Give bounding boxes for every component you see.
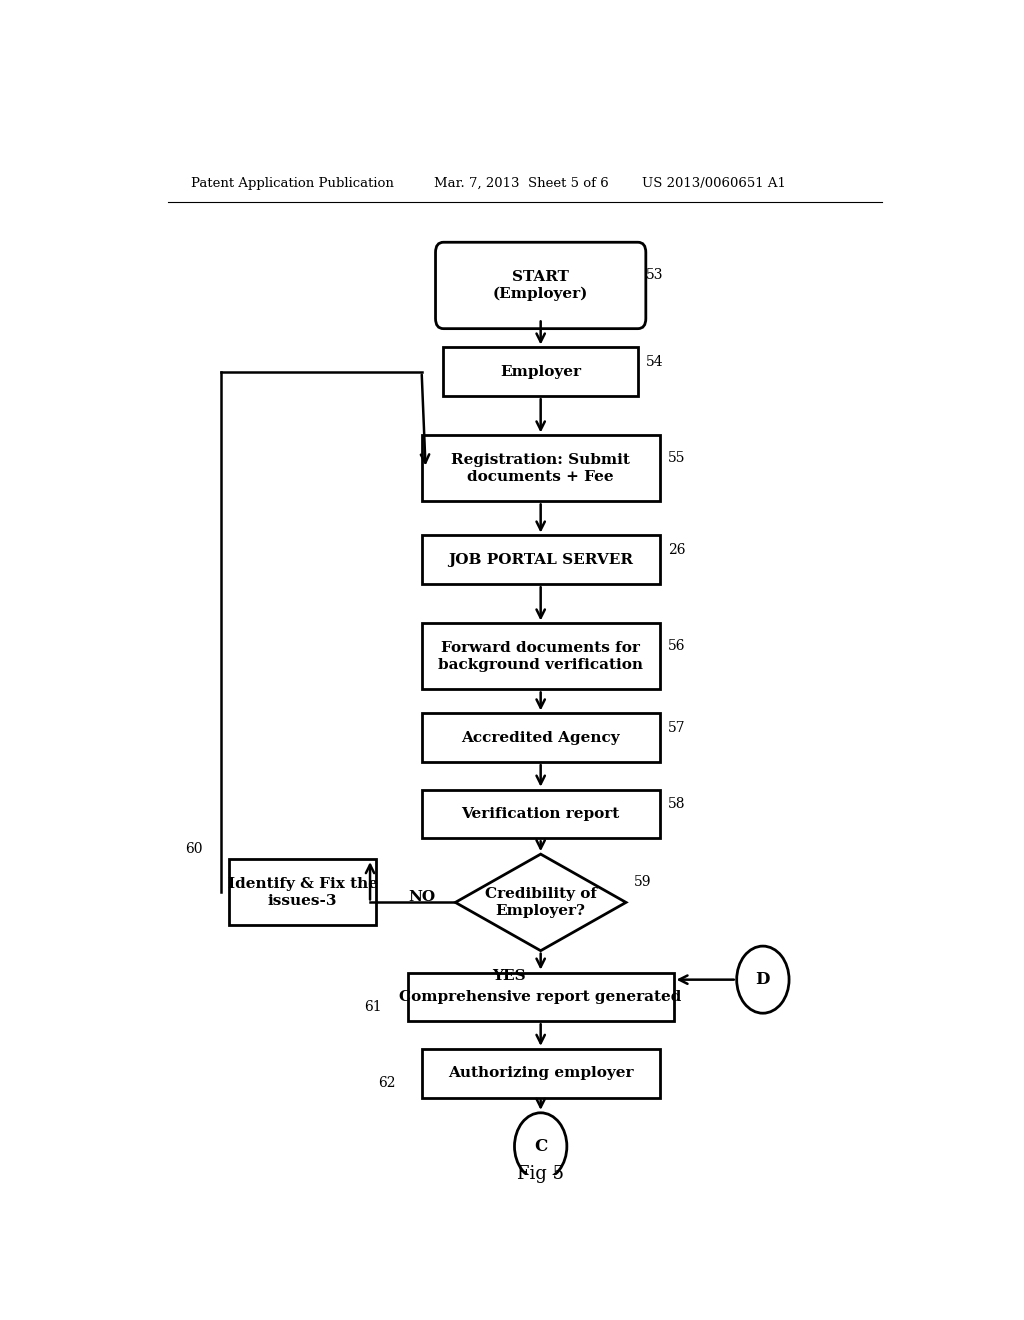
Text: Employer: Employer bbox=[500, 364, 582, 379]
Text: 56: 56 bbox=[668, 639, 685, 653]
Text: Mar. 7, 2013  Sheet 5 of 6: Mar. 7, 2013 Sheet 5 of 6 bbox=[433, 177, 608, 190]
Text: 54: 54 bbox=[646, 355, 664, 368]
Polygon shape bbox=[456, 854, 626, 950]
Text: Comprehensive report generated: Comprehensive report generated bbox=[399, 990, 682, 1005]
Text: 26: 26 bbox=[668, 543, 685, 557]
Text: 57: 57 bbox=[668, 721, 685, 735]
Bar bbox=[229, 859, 376, 925]
Circle shape bbox=[736, 946, 790, 1014]
Text: Forward documents for
background verification: Forward documents for background verific… bbox=[438, 640, 643, 672]
Bar bbox=[422, 789, 659, 838]
Bar bbox=[408, 973, 674, 1022]
Text: Accredited Agency: Accredited Agency bbox=[462, 731, 620, 744]
Bar bbox=[422, 436, 659, 502]
Text: 61: 61 bbox=[365, 1001, 382, 1014]
Text: JOB PORTAL SERVER: JOB PORTAL SERVER bbox=[449, 553, 633, 566]
Text: 59: 59 bbox=[634, 875, 651, 890]
Text: 53: 53 bbox=[646, 268, 664, 282]
Text: 55: 55 bbox=[668, 451, 685, 465]
Text: Authorizing employer: Authorizing employer bbox=[447, 1067, 634, 1080]
Text: D: D bbox=[756, 972, 770, 989]
FancyBboxPatch shape bbox=[435, 243, 646, 329]
Circle shape bbox=[514, 1113, 567, 1180]
Text: NO: NO bbox=[409, 890, 435, 904]
Text: 58: 58 bbox=[668, 797, 685, 810]
Text: START
(Employer): START (Employer) bbox=[493, 269, 589, 301]
Text: C: C bbox=[535, 1138, 547, 1155]
Text: Patent Application Publication: Patent Application Publication bbox=[191, 177, 394, 190]
Bar bbox=[422, 713, 659, 762]
Text: Verification report: Verification report bbox=[462, 807, 620, 821]
Bar bbox=[422, 623, 659, 689]
Text: Fig 5: Fig 5 bbox=[517, 1166, 564, 1183]
Text: 62: 62 bbox=[378, 1076, 395, 1090]
Text: YES: YES bbox=[493, 969, 525, 983]
Text: Credibility of
Employer?: Credibility of Employer? bbox=[484, 887, 597, 917]
Bar bbox=[422, 536, 659, 585]
Bar bbox=[443, 347, 638, 396]
Text: Registration: Submit
documents + Fee: Registration: Submit documents + Fee bbox=[452, 453, 630, 484]
Bar bbox=[422, 1049, 659, 1097]
Text: Identify & Fix the
issues-3: Identify & Fix the issues-3 bbox=[227, 876, 378, 908]
Text: US 2013/0060651 A1: US 2013/0060651 A1 bbox=[642, 177, 786, 190]
Text: 60: 60 bbox=[185, 842, 203, 857]
